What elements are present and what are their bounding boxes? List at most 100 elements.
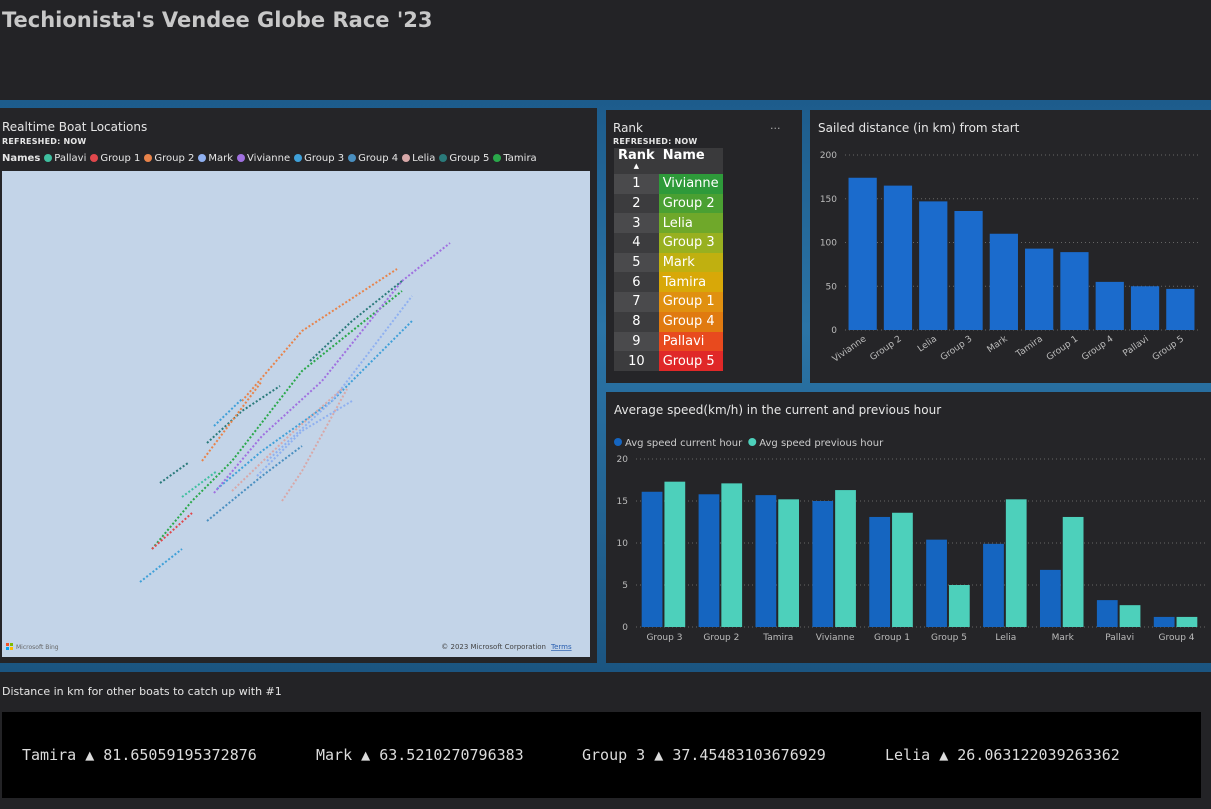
y-tick-label: 200 xyxy=(820,151,837,161)
sort-indicator: ▲ xyxy=(633,162,640,170)
track xyxy=(241,268,398,402)
legend-marker xyxy=(348,154,357,162)
rank-table: Rank ▲ Name 1 Vivianne 2 Group 2 3 Lelia 4 Group… xyxy=(614,148,723,371)
rank-cell: 5 xyxy=(614,252,659,273)
legend-marker xyxy=(402,154,411,162)
ticker-item: Mark ▲ 63.5210270796383 xyxy=(316,746,524,764)
track xyxy=(201,380,263,462)
more-options-icon[interactable]: ··· xyxy=(770,122,781,135)
bar xyxy=(641,491,663,627)
chart-title: Average speed(km/h) in the current and p… xyxy=(614,403,941,417)
bar xyxy=(664,481,686,627)
table-row: 7 Group 1 xyxy=(614,292,723,312)
ticker-name: Tamira xyxy=(22,746,77,764)
map[interactable]: Microsoft Bing © 2023 Microsoft Corporat… xyxy=(2,171,590,657)
name-cell: Pallavi xyxy=(658,331,723,352)
rank-cell: 3 xyxy=(614,213,659,234)
table-row: 1 Vivianne xyxy=(614,174,723,194)
y-tick-label: 0 xyxy=(831,326,837,336)
legend-label: Group 4 xyxy=(358,153,399,164)
name-cell: Group 5 xyxy=(658,351,723,371)
legend-marker xyxy=(44,154,53,162)
x-tick-label: Group 5 xyxy=(931,633,967,643)
bar xyxy=(1096,600,1118,627)
table-row: 8 Group 4 xyxy=(614,311,723,332)
rank-header[interactable]: Rank ▲ xyxy=(614,148,659,174)
legend-label: Group 3 xyxy=(304,153,345,164)
y-tick-label: 5 xyxy=(622,581,628,591)
legend-marker xyxy=(198,154,207,162)
bar xyxy=(1176,616,1198,627)
bar xyxy=(948,585,970,627)
bar xyxy=(721,483,743,627)
rank-cell: 7 xyxy=(614,292,659,312)
legend-marker xyxy=(144,154,153,162)
rank-cell: 4 xyxy=(614,233,659,253)
track xyxy=(159,462,189,484)
ticker-name: Mark xyxy=(316,746,353,764)
track xyxy=(151,290,403,550)
ticker-arrow: ▲ xyxy=(85,746,95,764)
speed-chart: Average speed(km/h) in the current and p… xyxy=(614,403,1205,643)
map-background xyxy=(2,171,590,657)
y-tick-label: 10 xyxy=(617,539,629,549)
x-tick-label: Group 1 xyxy=(874,633,910,643)
legend-label: Pallavi xyxy=(54,153,87,164)
name-cell: Group 1 xyxy=(658,292,723,312)
name-cell: Lelia xyxy=(658,213,723,234)
table-body: 1 Vivianne 2 Group 2 3 Lelia 4 Group 3 5 Mark 6 Tam… xyxy=(614,174,723,371)
x-tick-label: Vivianne xyxy=(831,334,869,365)
name-cell: Group 3 xyxy=(658,233,723,253)
name-cell: Group 2 xyxy=(658,193,723,214)
rank-cell: 1 xyxy=(614,174,659,194)
x-tick-label: Group 3 xyxy=(939,334,974,363)
table-row: 9 Pallavi xyxy=(614,331,723,352)
ticker-arrow: ▲ xyxy=(361,746,371,764)
map-terms-link[interactable]: Terms xyxy=(550,643,572,651)
bar xyxy=(1005,499,1027,627)
bar xyxy=(755,495,777,627)
legend-label: Vivianne xyxy=(247,153,291,164)
x-tick-label: Group 4 xyxy=(1080,334,1115,363)
x-tick-label: Group 2 xyxy=(868,334,903,363)
y-tick-label: 150 xyxy=(820,195,837,205)
legend-label: Avg speed previous hour xyxy=(759,438,884,449)
map-subtitle: REFRESHED: NOW xyxy=(2,137,87,146)
legend-title: Names xyxy=(2,153,41,164)
legend-label: Lelia xyxy=(412,153,436,164)
x-tick-label: Pallavi xyxy=(1105,633,1134,643)
ticker-value: 63.5210270796383 xyxy=(379,746,524,764)
ticker-arrow: ▲ xyxy=(939,746,949,764)
chart-title: Sailed distance (in km) from start xyxy=(818,121,1020,135)
track xyxy=(216,320,413,490)
bing-logo xyxy=(6,643,13,650)
track xyxy=(213,242,451,494)
ticker-arrow: ▲ xyxy=(654,746,664,764)
rank-cell: 6 xyxy=(614,272,659,293)
ticker-value: 37.45483103676929 xyxy=(672,746,826,764)
distance-chart: Sailed distance (in km) from start 0 50 100… xyxy=(818,121,1198,365)
legend-marker xyxy=(90,154,99,162)
name-header[interactable]: Name xyxy=(662,148,705,163)
ticker: Tamira ▲ 81.65059195372876 Mark ▲ 63.5210… xyxy=(2,712,1201,798)
x-tick-label: Lelia xyxy=(916,334,939,354)
x-tick-label: Group 2 xyxy=(703,633,739,643)
table-row: 5 Mark xyxy=(614,252,723,273)
bar xyxy=(835,490,856,627)
legend-marker xyxy=(748,438,757,446)
legend-label: Group 2 xyxy=(154,153,195,164)
rank-cell: 8 xyxy=(614,311,659,332)
legend-marker xyxy=(294,154,303,162)
y-tick-label: 20 xyxy=(617,455,629,465)
track xyxy=(151,512,193,550)
x-tick-label: Lelia xyxy=(995,633,1016,643)
boat-tracks xyxy=(139,242,451,583)
ticker-value: 26.063122039263362 xyxy=(957,746,1120,764)
x-tick-label: Tamira xyxy=(762,633,793,643)
bar xyxy=(1095,281,1124,330)
track xyxy=(213,398,243,427)
bar xyxy=(883,185,913,330)
legend-marker xyxy=(439,154,448,162)
bar xyxy=(1166,288,1195,330)
